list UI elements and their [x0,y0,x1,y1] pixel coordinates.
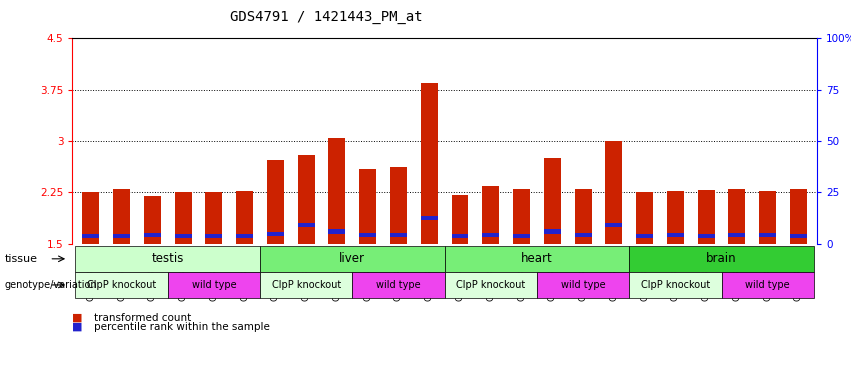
Bar [728,233,745,237]
Bar [205,233,222,238]
Bar [637,233,653,238]
Text: ClpP knockout: ClpP knockout [87,280,157,290]
Text: tissue: tissue [4,254,37,264]
Bar [83,192,100,244]
Bar [420,83,437,244]
Bar [605,141,622,244]
Bar [759,191,776,244]
Bar [390,167,407,244]
Bar [144,196,161,244]
Bar [328,230,346,233]
Bar [483,233,500,237]
Text: brain: brain [706,252,737,265]
Bar [205,192,222,244]
Bar [452,233,469,238]
Text: GDS4791 / 1421443_PM_at: GDS4791 / 1421443_PM_at [230,10,422,23]
Text: ■: ■ [72,313,83,323]
Bar [298,155,315,244]
Bar [359,169,376,244]
Bar [667,233,684,237]
Text: ■: ■ [72,322,83,332]
Bar [759,233,776,237]
Text: liver: liver [340,252,365,265]
Text: wild type: wild type [745,280,790,290]
Bar [790,233,807,238]
Text: wild type: wild type [561,280,605,290]
Bar [728,189,745,244]
Text: ClpP knockout: ClpP knockout [641,280,710,290]
Bar [359,233,376,237]
Bar [83,234,100,238]
Bar [452,195,469,244]
Text: transformed count: transformed count [94,313,191,323]
Bar [237,233,253,238]
Bar [698,190,715,244]
Bar [113,189,130,244]
Text: ClpP knockout: ClpP knockout [456,280,525,290]
Bar [267,160,284,244]
Text: genotype/variation: genotype/variation [4,280,97,290]
Bar [144,233,161,237]
Bar [544,158,561,244]
Bar [237,191,253,244]
Bar [174,192,191,244]
Bar [174,233,191,238]
Bar [698,233,715,238]
Bar [667,191,684,244]
Bar [513,189,530,244]
Text: heart: heart [521,252,553,265]
Bar [267,232,284,236]
Bar [513,233,530,238]
Bar [544,230,561,233]
Bar [113,234,130,238]
Bar [298,223,315,227]
Bar [637,192,653,244]
Bar [574,233,591,237]
Text: testis: testis [151,252,184,265]
Text: wild type: wild type [376,280,420,290]
Bar [574,189,591,244]
Bar [790,189,807,244]
Text: ClpP knockout: ClpP knockout [271,280,340,290]
Text: wild type: wild type [191,280,237,290]
Bar [605,223,622,227]
Bar [328,138,346,244]
Text: percentile rank within the sample: percentile rank within the sample [94,322,270,332]
Bar [390,233,407,237]
Bar [420,216,437,220]
Bar [483,186,500,244]
